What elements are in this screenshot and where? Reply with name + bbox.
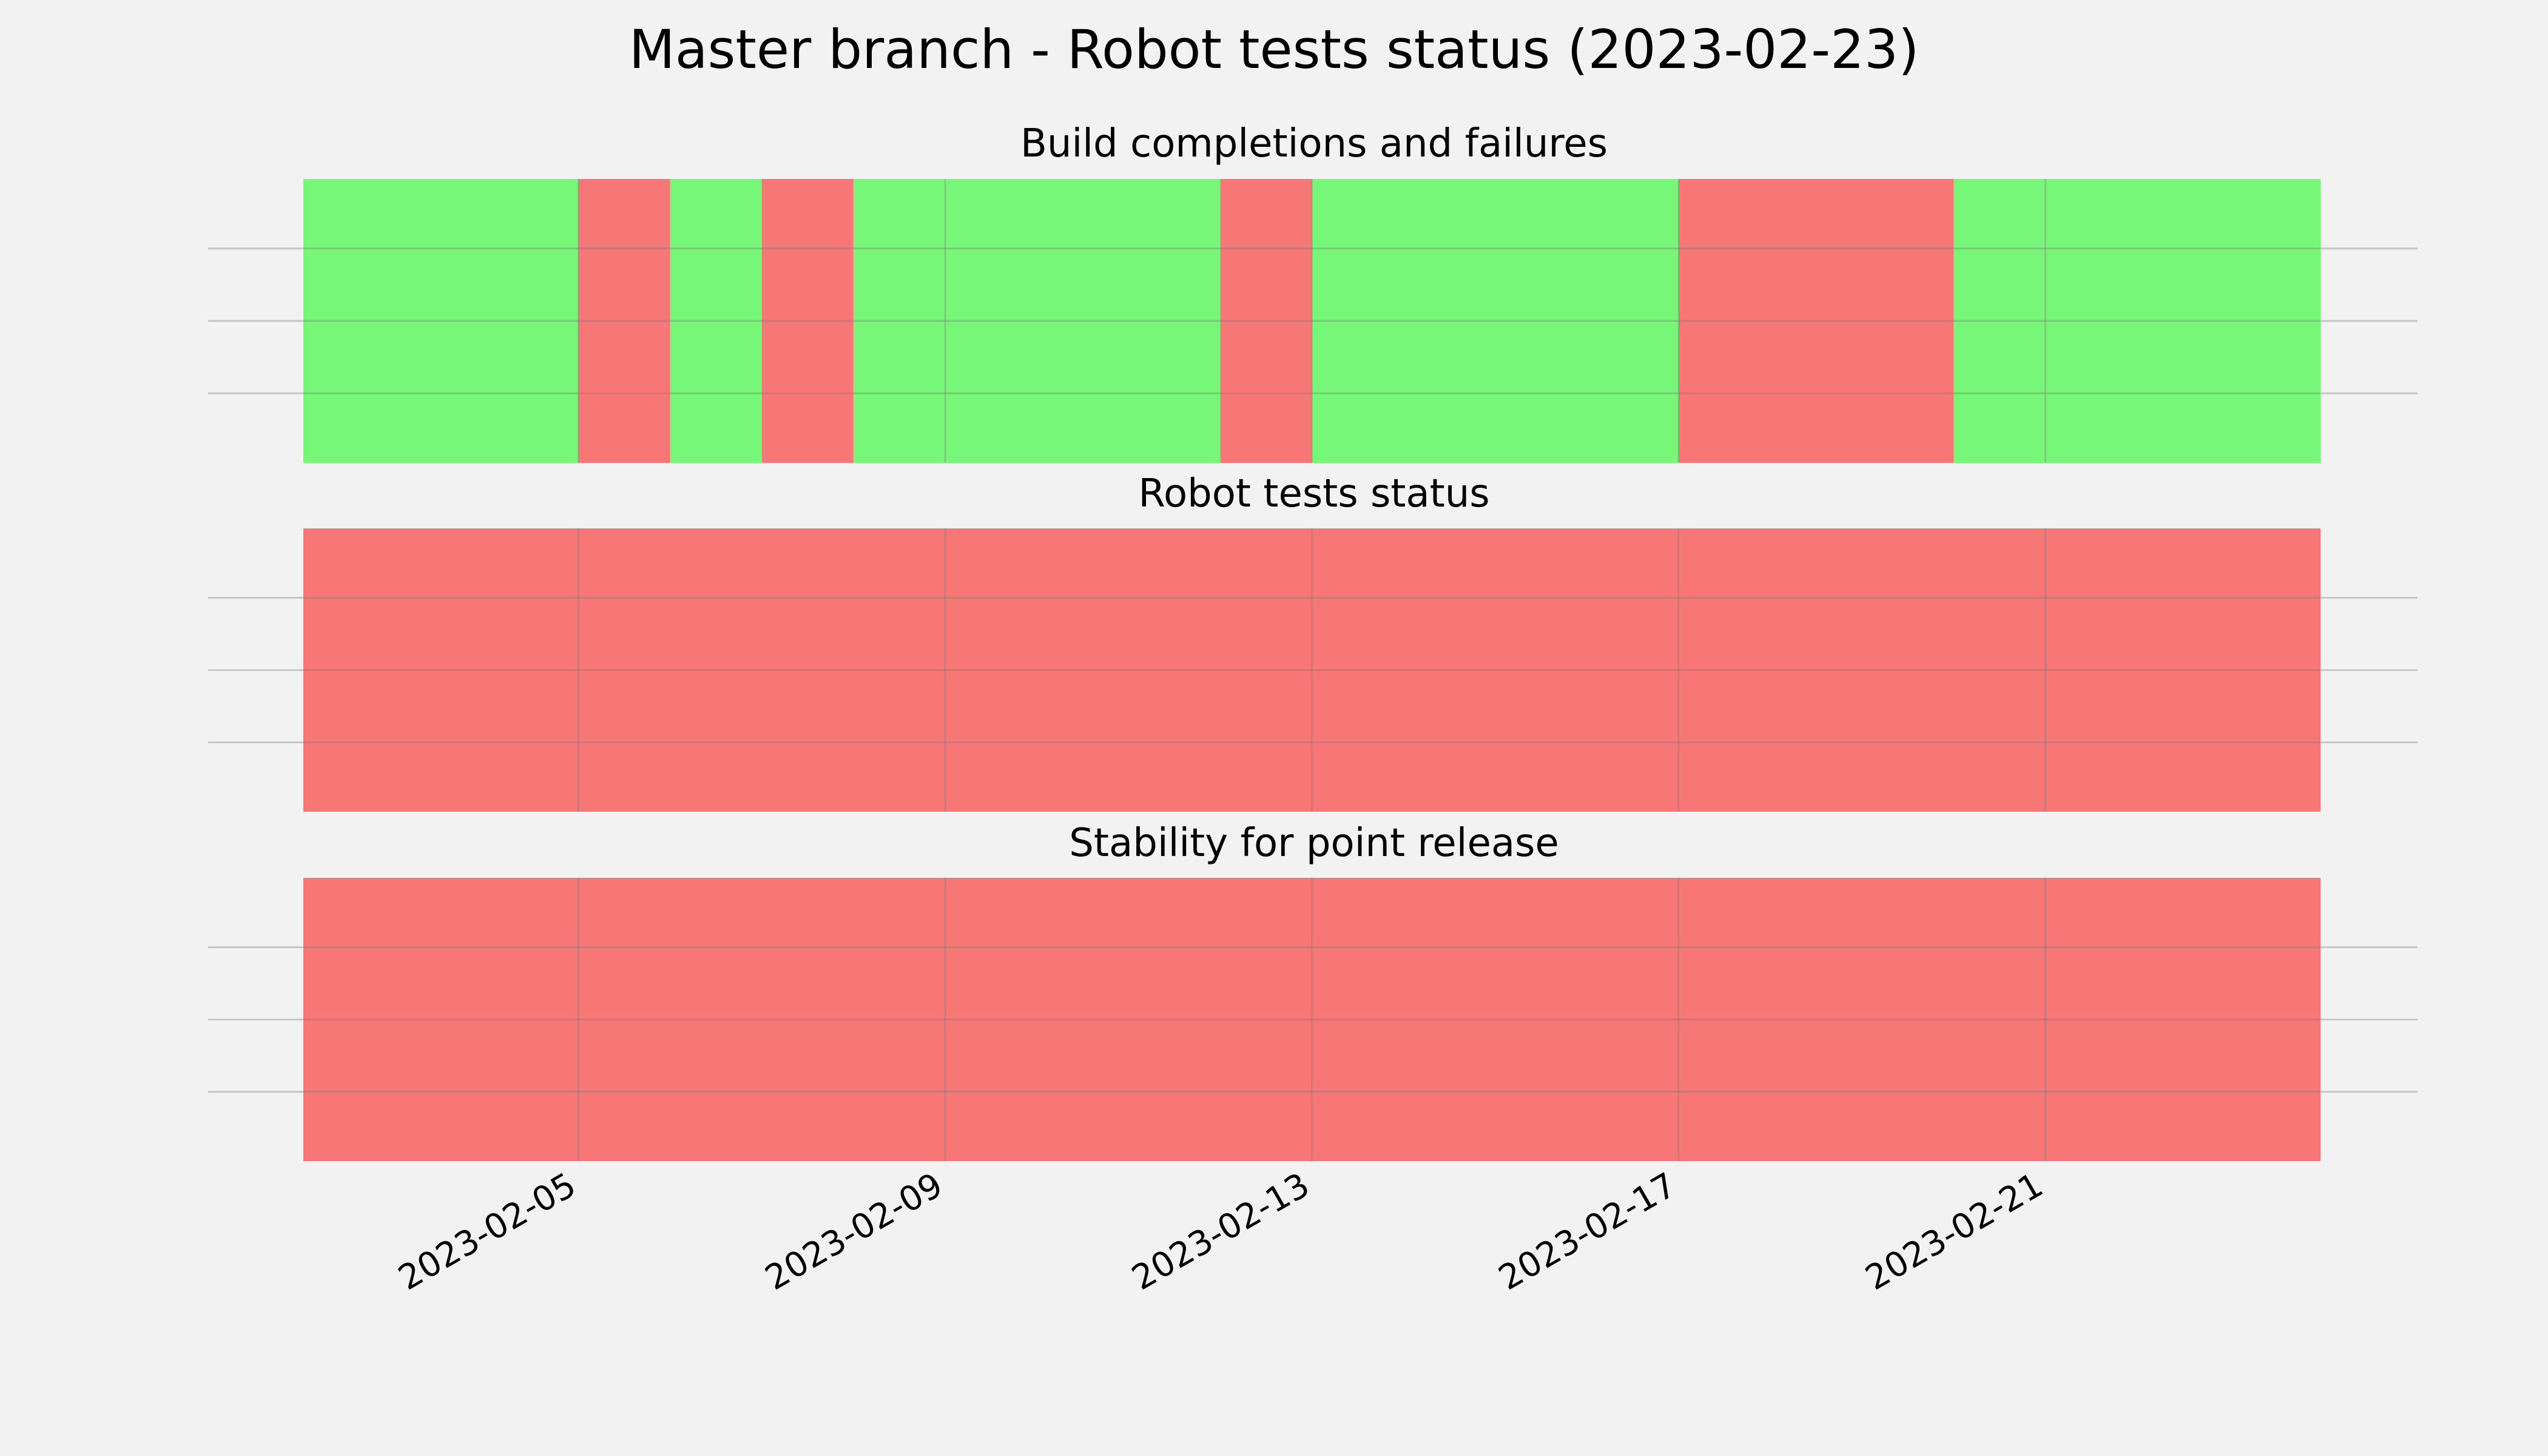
status-segment-failure xyxy=(1220,179,1312,463)
x-tick-label: 2023-02-09 xyxy=(759,1165,949,1298)
status-segment-success xyxy=(1953,179,2320,463)
x-tick-label: 2023-02-05 xyxy=(392,1165,582,1298)
panels: Build completions and failures Robot test… xyxy=(208,121,2418,1161)
chart-title: Master branch - Robot tests status (2023… xyxy=(629,18,1919,81)
status-segment-failure xyxy=(1679,179,1954,463)
panel-3: Stability for point release xyxy=(208,821,2418,1161)
panel-2: Robot tests status xyxy=(208,471,2418,812)
status-segment-failure xyxy=(578,179,670,463)
status-segment-success xyxy=(670,179,762,463)
status-segment-success xyxy=(303,179,579,463)
x-tick-label: 2023-02-21 xyxy=(1859,1165,2049,1298)
status-segment-failure xyxy=(303,528,2320,812)
status-segment-failure xyxy=(303,878,2320,1161)
x-tick-label: 2023-02-17 xyxy=(1492,1165,1683,1298)
x-axis-ticks: 2023-02-05 2023-02-09 2023-02-13 2023-02-17… xyxy=(392,1165,2050,1298)
panel-title: Stability for point release xyxy=(1069,821,1559,866)
status-segment-failure xyxy=(761,179,854,463)
panel-1: Build completions and failures xyxy=(208,121,2418,463)
status-segment-success xyxy=(853,179,1221,463)
panel-title: Robot tests status xyxy=(1138,471,1489,516)
x-tick-label: 2023-02-13 xyxy=(1125,1165,1316,1298)
status-segment-success xyxy=(1312,179,1679,463)
panel-title: Build completions and failures xyxy=(1020,121,1608,166)
